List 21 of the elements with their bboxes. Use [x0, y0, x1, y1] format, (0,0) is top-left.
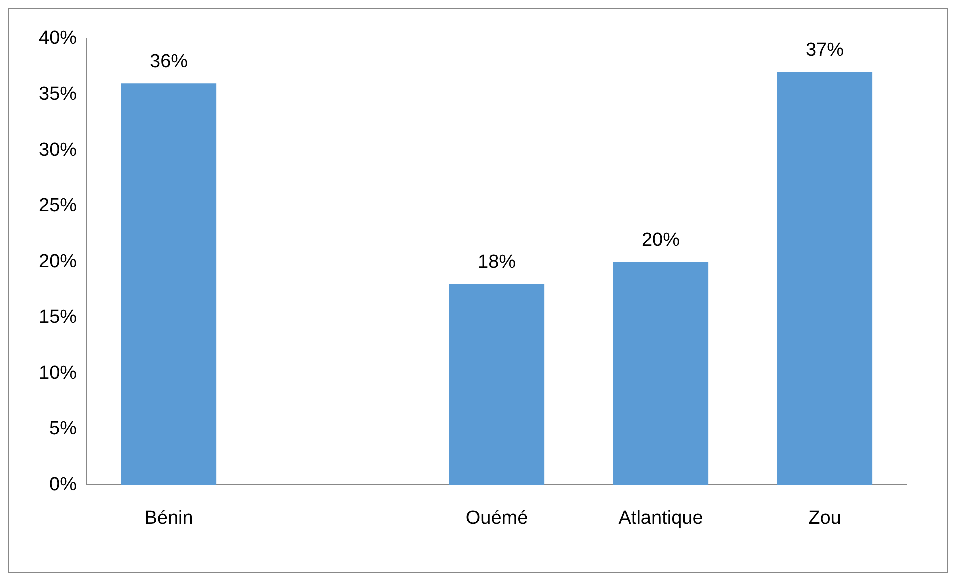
data-label: 36%: [150, 51, 188, 72]
bar: [613, 262, 709, 486]
y-tick-label: 20%: [38, 251, 78, 272]
y-tick-label: 25%: [38, 196, 78, 217]
y-tick-label: 35%: [38, 84, 78, 106]
data-label: 37%: [806, 40, 844, 62]
y-tick-label: 40%: [38, 28, 78, 50]
y-tick-label: 15%: [38, 307, 78, 328]
y-tick-label: 10%: [38, 362, 78, 384]
y-tick-label: 5%: [50, 418, 78, 440]
y-tick-label: 0%: [50, 474, 78, 496]
x-tick-label: Bénin: [144, 508, 194, 529]
y-tick-label: 30%: [38, 140, 78, 161]
x-tick-label: Ouémé: [466, 508, 528, 529]
data-label: 18%: [478, 252, 516, 274]
x-tick-label: Zou: [808, 508, 842, 529]
data-label: 20%: [642, 230, 680, 251]
bar: [449, 284, 545, 486]
x-tick-label: Atlantique: [618, 508, 704, 529]
bar: [121, 84, 217, 486]
bar: [777, 72, 873, 486]
